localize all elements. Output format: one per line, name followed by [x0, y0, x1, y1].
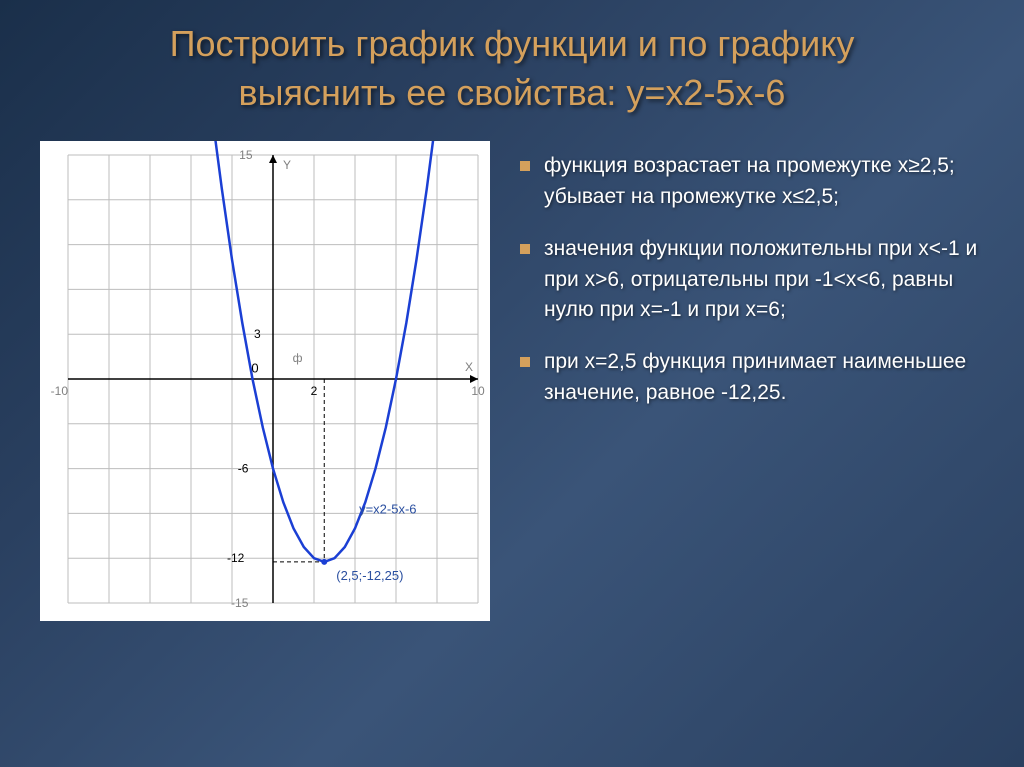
bullet-item: значения функции положительны при x<-1 и… — [520, 234, 984, 325]
svg-text:2: 2 — [311, 384, 318, 398]
svg-text:Y: Y — [283, 158, 291, 172]
slide-title: Построить график функции и по графику вы… — [40, 20, 984, 117]
bullet-text: при x=2,5 функция принимает наименьшее з… — [544, 347, 984, 408]
svg-text:15: 15 — [239, 148, 253, 162]
svg-text:-6: -6 — [238, 462, 249, 476]
bullet-text: значения функции положительны при x<-1 и… — [544, 234, 984, 325]
bullet-marker-icon — [520, 244, 530, 254]
bullet-list: функция возрастает на промежутке x≥2,5; … — [520, 141, 984, 430]
svg-text:X: X — [465, 360, 473, 374]
svg-text:(2,5;-12,25): (2,5;-12,25) — [336, 568, 403, 583]
svg-text:10: 10 — [471, 384, 485, 398]
parabola-chart: (2,5;-12,25) y=x2-5x-6 0 3 2 -6 -12 15 -15 -10 10 ф… — [40, 141, 490, 621]
svg-text:-15: -15 — [231, 596, 249, 610]
title-line2: выяснить ее свойства: y=x2-5x-6 — [239, 72, 786, 113]
svg-text:0: 0 — [251, 361, 258, 376]
svg-text:-10: -10 — [51, 384, 69, 398]
bullet-item: при x=2,5 функция принимает наименьшее з… — [520, 347, 984, 408]
svg-text:ф: ф — [293, 351, 303, 365]
content-row: (2,5;-12,25) y=x2-5x-6 0 3 2 -6 -12 15 -15 -10 10 ф… — [40, 141, 984, 621]
bullet-marker-icon — [520, 357, 530, 367]
title-line1: Построить график функции и по графику — [170, 23, 855, 64]
bullet-text: функция возрастает на промежутке x≥2,5; … — [544, 151, 984, 212]
bullet-marker-icon — [520, 161, 530, 171]
bullet-item: функция возрастает на промежутке x≥2,5; … — [520, 151, 984, 212]
svg-text:-12: -12 — [227, 551, 245, 565]
chart-container: (2,5;-12,25) y=x2-5x-6 0 3 2 -6 -12 15 -15 -10 10 ф… — [40, 141, 490, 621]
slide-container: Построить график функции и по графику вы… — [0, 0, 1024, 767]
svg-text:3: 3 — [254, 327, 261, 341]
svg-text:y=x2-5x-6: y=x2-5x-6 — [359, 502, 416, 517]
